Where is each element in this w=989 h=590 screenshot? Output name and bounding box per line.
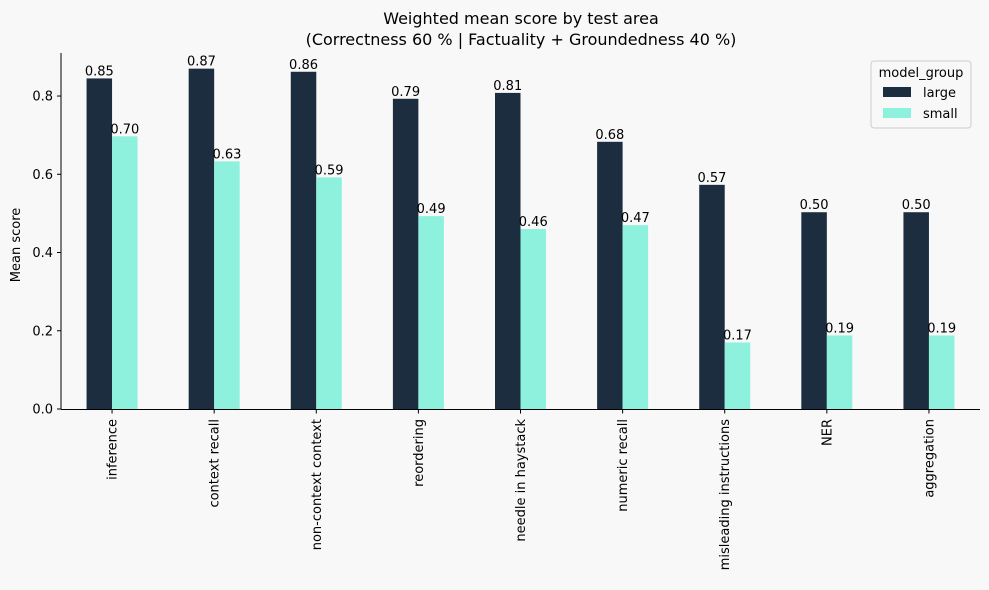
x-tick-label-4: needle in haystack — [514, 419, 529, 542]
axes-group: 0.0 0.2 0.4 0.6 0.8 inference context recall no… — [32, 53, 980, 570]
bar-small-3 — [418, 216, 444, 409]
chart-subtitle: (Correctness 60 % | Factuality + Grounde… — [306, 30, 737, 49]
bar-small-8 — [928, 335, 955, 409]
data-label-large-1: 0.87 — [187, 55, 216, 70]
data-label-small-0: 0.70 — [110, 122, 139, 137]
bar-small-6 — [724, 342, 751, 409]
data-label-small-5: 0.47 — [621, 211, 650, 226]
data-label-small-3: 0.49 — [417, 202, 446, 217]
bar-large-5 — [597, 141, 623, 410]
data-label-small-2: 0.59 — [315, 163, 344, 178]
data-label-small-7: 0.19 — [825, 321, 854, 336]
bar-large-4 — [495, 92, 521, 410]
bar-small-4 — [520, 229, 546, 409]
x-tick-label-6: misleading instructions — [718, 419, 733, 570]
bar-small-0 — [112, 136, 138, 410]
legend-title: model_group — [879, 66, 964, 81]
data-label-large-4: 0.81 — [493, 79, 522, 94]
bar-large-6 — [699, 184, 725, 409]
bar-large-3 — [392, 98, 419, 410]
bar-small-7 — [826, 335, 853, 409]
x-tick-label-1: context recall — [208, 419, 223, 508]
bar-large-2 — [290, 71, 317, 410]
y-tick-label-3: 0.6 — [32, 168, 53, 183]
legend-swatch-small — [883, 108, 911, 118]
x-tick-label-5: numeric recall — [616, 419, 631, 512]
data-label-large-6: 0.57 — [697, 171, 726, 186]
bar-small-5 — [622, 225, 649, 409]
data-label-small-6: 0.17 — [723, 328, 752, 343]
data-label-small-4: 0.46 — [519, 215, 548, 230]
bar-large-8 — [903, 212, 929, 409]
y-tick-label-1: 0.2 — [32, 324, 53, 339]
bar-large-1 — [188, 68, 215, 410]
chart-title: Weighted mean score by test area — [383, 9, 659, 28]
legend-label-large: large — [923, 86, 956, 101]
legend-swatch-large — [883, 87, 911, 97]
bar-small-1 — [214, 161, 240, 409]
data-label-small-1: 0.63 — [212, 147, 241, 162]
legend-label-small: small — [923, 107, 958, 122]
bar-small-2 — [316, 177, 342, 409]
y-tick-label-2: 0.4 — [32, 246, 53, 261]
data-label-large-3: 0.79 — [391, 85, 420, 100]
y-tick-label-0: 0.0 — [32, 403, 53, 418]
x-tick-label-7: NER — [820, 419, 835, 446]
data-label-small-8: 0.19 — [927, 321, 956, 336]
x-tick-label-8: aggregation — [922, 419, 937, 498]
x-tick-label-0: inference — [106, 419, 121, 480]
data-label-large-2: 0.86 — [289, 58, 318, 73]
y-tick-label-4: 0.8 — [32, 90, 53, 105]
x-tick-label-2: non-context context — [310, 419, 325, 550]
data-label-large-8: 0.50 — [902, 198, 931, 213]
data-label-large-0: 0.85 — [85, 64, 114, 79]
data-label-large-7: 0.50 — [800, 198, 829, 213]
bars-group: 0.85 0.70 0.87 0.63 0.86 0.59 0.79 0.49 0.81 0.46… — [85, 55, 956, 410]
y-axis-label: Mean score — [9, 208, 24, 282]
data-label-large-5: 0.68 — [595, 128, 624, 143]
bar-large-7 — [801, 212, 827, 409]
bar-large-0 — [86, 78, 113, 409]
x-tick-label-3: reordering — [412, 419, 427, 487]
